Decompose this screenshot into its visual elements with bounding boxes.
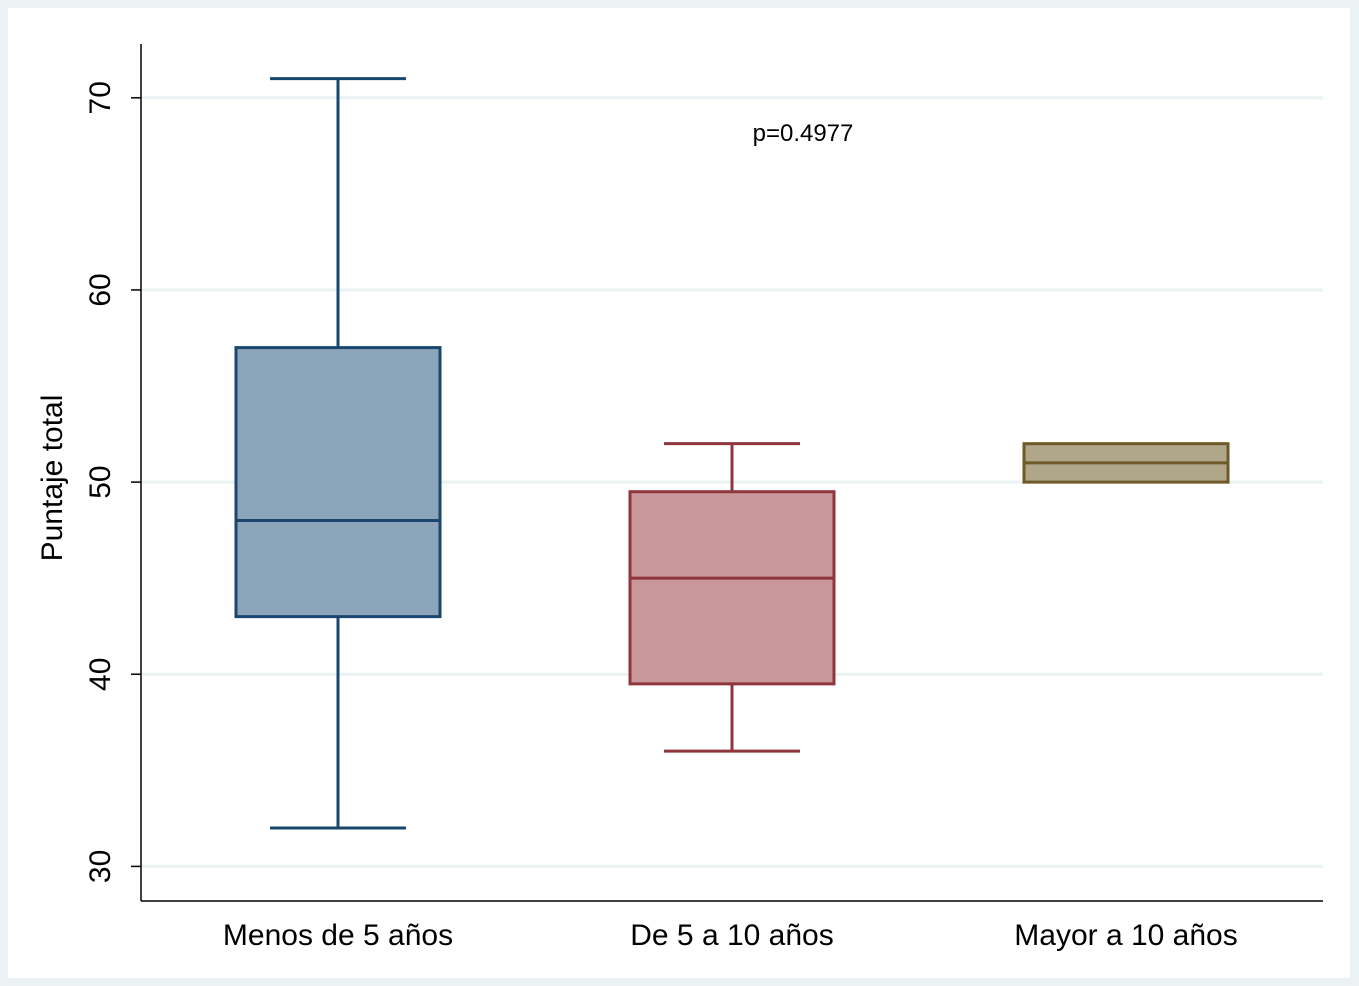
y-tick-label: 30 — [84, 850, 117, 883]
y-tick-label: 40 — [84, 658, 117, 691]
y-tick-label: 60 — [84, 273, 117, 306]
y-tick-label: 70 — [84, 81, 117, 114]
y-tick-label: 50 — [84, 465, 117, 498]
box — [628, 490, 836, 686]
x-tick-label: De 5 a 10 años — [630, 919, 833, 952]
x-tick-label: Mayor a 10 años — [1014, 919, 1237, 952]
annotation: p=0.4977 — [753, 120, 854, 147]
box — [234, 346, 442, 619]
x-tick-label: Menos de 5 años — [223, 919, 453, 952]
y-axis-label: Puntaje total — [36, 395, 69, 562]
